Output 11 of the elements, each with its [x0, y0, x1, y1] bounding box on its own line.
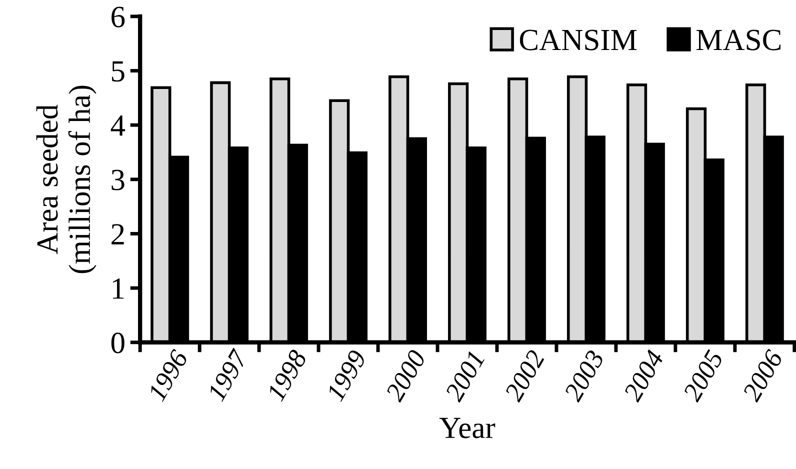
x-axis-title: Year	[439, 418, 496, 438]
legend-label: MASC	[696, 30, 780, 50]
y-tick-label: 1	[112, 278, 124, 299]
y-tick-label: 6	[112, 6, 125, 28]
y-tick-label: 2	[112, 224, 124, 244]
y-tick-label: 5	[112, 61, 124, 82]
y-tick-label: 3	[112, 170, 124, 190]
legend-label: CANSIM	[520, 30, 637, 50]
y-tick-label: 0	[111, 332, 124, 354]
y-axis-title: Area seeded (millions of ha)	[36, 86, 96, 274]
y-tick-label: 4	[110, 116, 126, 136]
